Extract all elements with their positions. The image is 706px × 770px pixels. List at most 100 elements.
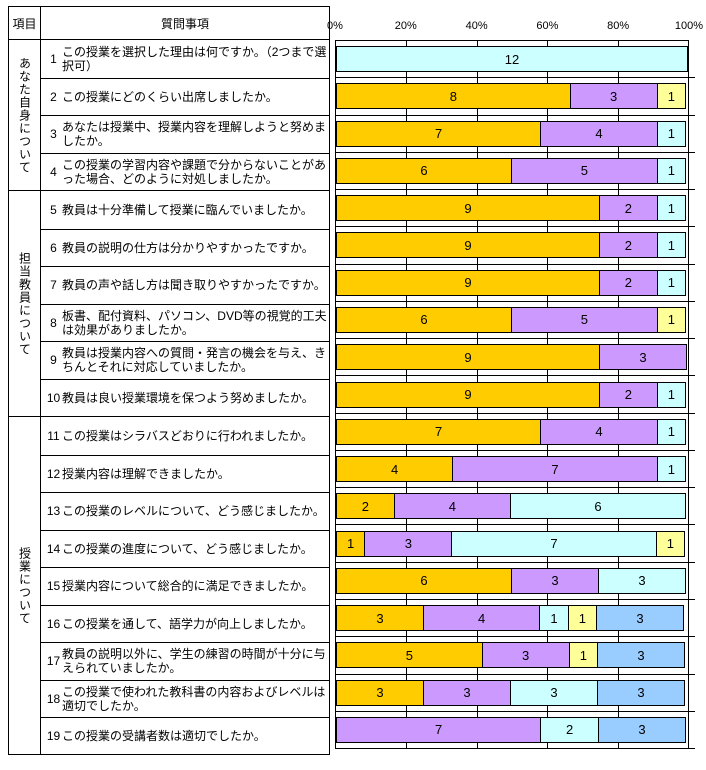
question-number: 1: [50, 51, 57, 66]
question-text: 教員は良い授業環境を保つよう努めましたか。: [62, 390, 314, 405]
group-label-cell: あなた自身について: [9, 40, 41, 190]
bar-segment: 3: [569, 83, 658, 110]
bar-segment: 3: [597, 679, 685, 706]
bar-segment: 9: [336, 232, 600, 259]
percent-axis: 0% 20% 40% 60% 80% 100%: [327, 20, 703, 34]
bar-segment: 1: [656, 381, 686, 408]
bar-segment: 4: [336, 456, 454, 483]
bar-segment: 9: [336, 269, 600, 296]
question-number: 16: [46, 616, 61, 631]
question-text: この授業の学習内容や課題で分からないことがあった場合、どのように対処しましたか。: [62, 157, 327, 186]
question-text: この授業の進度について、どう感じましたか。: [62, 541, 313, 556]
bar-segment: 5: [511, 157, 658, 184]
bar-segment: 6: [336, 567, 512, 594]
bar-segment: 6: [336, 306, 512, 333]
question-text: 教員の説明の仕方は分かりやすかったですか。: [62, 240, 314, 255]
bar-segment: 1: [655, 530, 685, 557]
bar-segment: 1: [656, 195, 686, 222]
question-row: 12 授業内容は理解できましたか。: [41, 454, 329, 493]
question-text: 教員の説明以外に、学生の練習の時間が十分に与えられていましたか。: [62, 647, 326, 676]
question-group: 授業について 11 この授業はシラバスどおりに行われましたか。 12 授業内容は理解でき…: [9, 416, 329, 755]
question-row: 16 この授業を通して、語学力が向上しましたか。: [41, 604, 329, 643]
group-question-list: 5 教員は十分準備して授業に臨んでいましたか。 6 教員の説明の仕方は分かりやすかった…: [41, 191, 329, 416]
question-number: 3: [50, 127, 57, 142]
bar-segment: 1: [656, 120, 686, 147]
bar-segment: 6: [509, 493, 686, 520]
axis-tick-label: 100%: [674, 20, 704, 32]
question-row: 17 教員の説明以外に、学生の練習の時間が十分に与えられていましたか。: [41, 642, 329, 680]
bar-segment: 6: [336, 157, 512, 184]
question-row: 13 この授業のレベルについて、どう感じましたか。: [41, 492, 329, 530]
bar-segment: 7: [452, 456, 658, 483]
question-row: 7 教員の声や話し方は聞き取りやすかったですか。: [41, 266, 329, 304]
axis-tick-label: 0%: [327, 20, 343, 32]
bar-segment: 1: [336, 530, 366, 557]
question-column-header: 質問事項: [160, 16, 209, 31]
question-row: 18 この授業で使われた教科書の内容およびレベルは適切でしたか。: [41, 679, 329, 718]
bar-segment: 7: [336, 120, 542, 147]
question-text: あなたは授業中、授業内容を理解しようと努めましたか。: [62, 120, 327, 149]
question-text: 教員は十分準備して授業に臨んでいましたか。: [62, 202, 313, 217]
bar-segment: 1: [656, 306, 686, 333]
question-row: 6 教員の説明の仕方は分かりやすかったですか。: [41, 228, 329, 267]
bar-segment: 3: [599, 344, 687, 371]
bar-segment: 2: [540, 716, 599, 743]
question-group: 担当教員について 5 教員は十分準備して授業に臨んでいましたか。 6 教員の説明の仕方は…: [9, 190, 329, 416]
group-label: 授業について: [17, 546, 32, 625]
question-number: 10: [46, 390, 61, 405]
question-row: 9 教員は授業内容への質問・発言の機会を与え、きちんとそれに対応していましたか。: [41, 341, 329, 379]
bar-segment: 3: [364, 530, 453, 557]
question-table: 項目 質問事項 あなた自身について 1 この授業を選択した理由は何ですか。（2つまで…: [8, 6, 330, 755]
group-label-cell: 担当教員について: [9, 191, 41, 416]
bar-segment: 3: [336, 679, 424, 706]
bar-segment: 1: [656, 83, 686, 110]
bar-segment: 4: [393, 493, 511, 520]
bar-segment: 1: [656, 232, 686, 259]
bar-segment: 2: [599, 269, 658, 296]
bar-segment: 9: [336, 344, 600, 371]
question-row: 8 板書、配付資料、パソコン、DVD等の視覚的工夫は効果がありましたか。: [41, 303, 329, 342]
axis-tick-label: 80%: [607, 20, 630, 32]
item-column-header: 項目: [9, 7, 41, 39]
question-text: 板書、配付資料、パソコン、DVD等の視覚的工夫は効果がありましたか。: [62, 308, 327, 337]
question-number: 13: [46, 504, 61, 519]
bar-segment: 1: [567, 605, 597, 632]
bar-segment: 3: [423, 679, 511, 706]
bar-segment: 1: [656, 157, 686, 184]
axis-tick-label: 40%: [465, 20, 488, 32]
bar-segment: 7: [336, 716, 542, 743]
question-number: 9: [50, 353, 57, 368]
bar-segment: 2: [336, 493, 395, 520]
question-number: 5: [50, 202, 57, 217]
question-text: この授業を選択した理由は何ですか。（2つまで選択可）: [62, 44, 327, 73]
question-text: 授業内容について総合的に満足できましたか。: [62, 579, 314, 594]
stacked-bar: 12: [336, 46, 688, 73]
bar-segment: 2: [599, 232, 658, 259]
question-row: 19 この授業の受講者数は適切でしたか。: [41, 717, 329, 755]
bar-segment: 1: [656, 269, 686, 296]
bar-segment: 1: [656, 456, 686, 483]
bar-segment: 5: [336, 642, 483, 669]
bar-segment: 3: [510, 679, 598, 706]
question-number: 12: [46, 466, 61, 481]
